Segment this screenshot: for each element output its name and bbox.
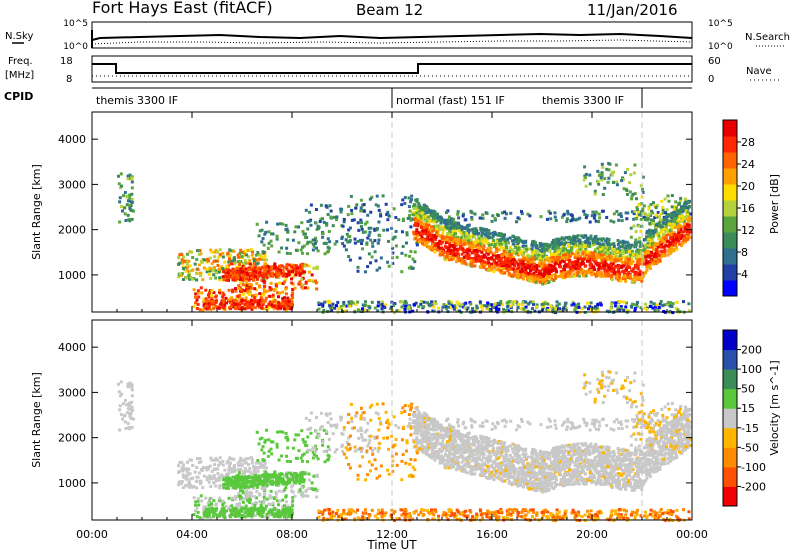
colorbar-tick-label: -200 [741, 480, 766, 493]
colorbar-tick-label: 100 [741, 363, 762, 376]
colorbar-tick-label: 50 [741, 383, 755, 396]
x-tick-label: 00:00 [676, 528, 708, 541]
frequency-panel [91, 55, 693, 83]
y-tick-label: 1000 [58, 269, 86, 282]
colorbar-swatch [723, 466, 737, 487]
y-tick-label: 3000 [58, 178, 86, 191]
colorbar-swatch [723, 168, 737, 185]
cpid-segment-label: themis 3300 IF [96, 94, 178, 107]
beam-title: Beam 12 [356, 1, 423, 19]
colorbar-swatch [723, 447, 737, 468]
colorbar-swatch [723, 280, 737, 297]
freq-tick-high: 18 [60, 56, 73, 67]
colorbar-swatch [723, 216, 737, 233]
colorbar-swatch [723, 136, 737, 153]
colorbar-tick-label: 200 [741, 344, 762, 357]
colorbar-swatch [723, 330, 737, 351]
colorbar-tick-label: 16 [741, 202, 755, 215]
y-tick-label: 3000 [58, 386, 86, 399]
cpid-row: themis 3300 IF normal (fast) 151 IF themis… [96, 88, 643, 108]
noise-tick-high: 10^5 [63, 19, 88, 29]
velocity-scatter [117, 370, 692, 523]
power-colorbar: 4 8 12 16 20 24 28 [722, 119, 755, 297]
nsearch-line [91, 39, 693, 45]
y-tick-label: 4000 [58, 133, 86, 146]
x-tick-label: 20:00 [576, 528, 608, 541]
colorbar-swatch [723, 152, 737, 169]
freq-tick-low: 8 [66, 74, 72, 85]
colorbar-swatch [723, 388, 737, 409]
colorbar-tick-label: 12 [741, 224, 755, 237]
power-colorbar-label: Power [dB] [768, 174, 781, 234]
y-tick-label: 2000 [58, 432, 86, 445]
freq-unit: [MHz] [5, 70, 34, 81]
colorbar-tick-label: 4 [741, 268, 748, 281]
y-tick-label: 1000 [58, 477, 86, 490]
colorbar-swatch [723, 486, 737, 507]
colorbar-swatch [723, 369, 737, 390]
y-tick-label: 4000 [58, 341, 86, 354]
x-tick-label: 04:00 [176, 528, 208, 541]
velocity-ylabel: Slant Range [km] [30, 372, 43, 468]
station-title: Fort Hays East (fitACF) [92, 0, 273, 17]
x-tick-label: 08:00 [276, 528, 308, 541]
frequency-line [92, 63, 692, 74]
colorbar-tick-label: 15 [741, 402, 755, 415]
colorbar-swatch [723, 200, 737, 217]
noise-tick-low: 10^0 [63, 42, 88, 52]
nave-label: Nave [746, 66, 772, 77]
colorbar-tick-label: -50 [741, 441, 759, 454]
power-ylabel: Slant Range [km] [30, 164, 43, 260]
date-title: 11/Jan/2016 [587, 1, 678, 19]
nsky-label: N.Sky [5, 31, 33, 42]
x-axis-label: Time UT [366, 538, 417, 552]
power-panel: 1000 2000 3000 4000 [58, 111, 693, 315]
nsky-line [91, 32, 693, 41]
colorbar-tick-label: 24 [741, 158, 755, 171]
noise-tick-high-right: 10^5 [708, 19, 733, 29]
colorbar-swatch [723, 120, 737, 137]
noise-panel [91, 21, 693, 49]
colorbar-swatch [723, 264, 737, 281]
x-tick-label: 00:00 [76, 528, 108, 541]
nsearch-label: N.Search [745, 32, 790, 43]
power-scatter [117, 162, 692, 315]
freq-label: Freq. [8, 56, 33, 67]
velocity-colorbar: -200 -100 -50 -15 15 50 100 200 [722, 329, 766, 507]
noise-tick-low-right: 10^0 [708, 42, 733, 52]
velocity-colorbar-label: Velocity [m s^-1] [768, 360, 781, 455]
colorbar-swatch [723, 427, 737, 448]
colorbar-tick-label: 28 [741, 136, 755, 149]
colorbar-swatch [723, 408, 737, 429]
x-tick-label: 12:00 [376, 528, 408, 541]
colorbar-tick-label: 8 [741, 246, 748, 259]
nave-tick-high: 60 [708, 56, 721, 67]
cpid-segment-label: normal (fast) 151 IF [396, 94, 505, 107]
colorbar-swatch [723, 349, 737, 370]
x-tick-label: 16:00 [476, 528, 508, 541]
cpid-label: CPID [4, 90, 33, 103]
velocity-panel: 1000 2000 3000 4000 00:00 04:00 08:00 12:00 16:… [58, 319, 708, 541]
y-tick-label: 2000 [58, 224, 86, 237]
colorbar-swatch [723, 232, 737, 249]
colorbar-tick-label: -100 [741, 461, 766, 474]
nave-tick-low: 0 [708, 74, 714, 85]
colorbar-swatch [723, 248, 737, 265]
colorbar-tick-label: 20 [741, 180, 755, 193]
cpid-segment-label: themis 3300 IF [542, 94, 624, 107]
colorbar-swatch [723, 184, 737, 201]
colorbar-tick-label: -15 [741, 422, 759, 435]
